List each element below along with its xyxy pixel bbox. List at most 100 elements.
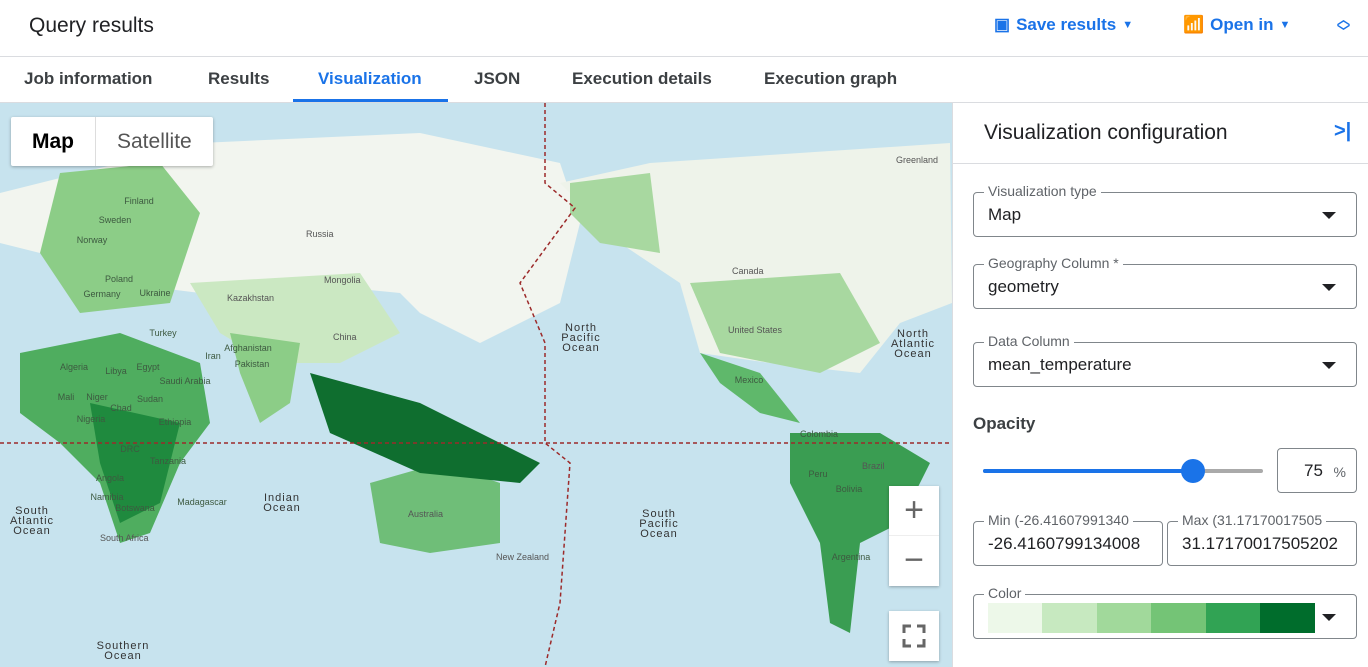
map-label: Botswana bbox=[115, 503, 155, 513]
map-label: Mongolia bbox=[324, 275, 361, 285]
tab-execution-graph[interactable]: Execution graph bbox=[764, 69, 898, 88]
ocean-label: North Pacific Ocean bbox=[561, 322, 601, 354]
field-label: Data Column bbox=[984, 333, 1074, 349]
map-label: Ukraine bbox=[139, 288, 171, 298]
map-label: Tanzania bbox=[149, 456, 187, 466]
map-label: Nigeria bbox=[76, 414, 106, 424]
data-column-select[interactable]: Data Column mean_temperature bbox=[973, 333, 1357, 387]
map-label: Bolivia bbox=[835, 484, 863, 494]
fullscreen-icon bbox=[902, 624, 926, 648]
map-label: Finland bbox=[124, 196, 154, 206]
map-label: Egypt bbox=[136, 362, 160, 372]
map-label: Turkey bbox=[149, 328, 177, 338]
color-swatch bbox=[1206, 603, 1261, 633]
zoom-out-button[interactable]: − bbox=[904, 541, 924, 579]
zoom-control: + − bbox=[889, 486, 939, 586]
fullscreen-button[interactable] bbox=[889, 611, 939, 661]
opacity-slider[interactable] bbox=[983, 459, 1263, 483]
slider-thumb[interactable] bbox=[1181, 459, 1205, 483]
color-swatch bbox=[1260, 603, 1315, 633]
tab-json[interactable]: JSON bbox=[474, 69, 521, 88]
ocean-label: South Pacific Ocean bbox=[639, 508, 679, 540]
map-type-map-button[interactable]: Map bbox=[11, 117, 96, 166]
field-value: geometry bbox=[988, 277, 1059, 296]
map-label: Angola bbox=[95, 473, 125, 483]
tab-job-information[interactable]: Job information bbox=[24, 69, 153, 88]
map-label: Chad bbox=[110, 403, 132, 413]
map-label: New Zealand bbox=[496, 552, 550, 562]
dropdown-arrow-icon bbox=[1322, 212, 1336, 219]
map-canvas[interactable]: Map Satellite Greenland Finland Sweden N… bbox=[0, 103, 952, 667]
map-label: Pakistan bbox=[234, 359, 270, 369]
geography-column-select[interactable]: Geography Column * geometry bbox=[973, 255, 1357, 309]
max-input[interactable]: Max (31.17170017505 31.17170017505202 bbox=[1167, 512, 1357, 566]
chart-icon: 📶 bbox=[1183, 15, 1205, 34]
visualization-type-select[interactable]: Visualization type Map bbox=[973, 183, 1357, 237]
tab-execution-details[interactable]: Execution details bbox=[572, 69, 712, 88]
map-label: Algeria bbox=[59, 362, 89, 372]
collapse-panel-icon[interactable]: >| bbox=[1334, 120, 1352, 142]
map-geography bbox=[0, 103, 952, 667]
map-label: Kazakhstan bbox=[227, 293, 275, 303]
min-input[interactable]: Min (-26.41607991340 -26.4160799134008 bbox=[973, 512, 1163, 566]
caret-icon: ▼ bbox=[1279, 19, 1291, 31]
field-value: 31.17170017505202 bbox=[1182, 534, 1338, 553]
field-value: mean_temperature bbox=[988, 355, 1132, 374]
map-label: Norway bbox=[76, 235, 108, 245]
map-label: Peru bbox=[808, 469, 828, 479]
map-label: Sudan bbox=[136, 394, 164, 404]
map-label: Greenland bbox=[896, 155, 939, 165]
field-value: Map bbox=[988, 205, 1022, 224]
tab-results[interactable]: Results bbox=[208, 69, 270, 88]
slider-fill bbox=[983, 469, 1193, 473]
map-label: Sweden bbox=[98, 215, 132, 225]
map-label: Russia bbox=[306, 229, 334, 239]
ocean-label: North Atlantic Ocean bbox=[890, 328, 936, 360]
map-label: Saudi Arabia bbox=[159, 376, 211, 386]
color-swatch bbox=[1151, 603, 1206, 633]
page-title: Query results bbox=[29, 14, 154, 37]
opacity-label: Opacity bbox=[973, 414, 1036, 433]
tab-visualization[interactable]: Visualization bbox=[318, 69, 422, 88]
map-label: Libya bbox=[105, 366, 127, 376]
opacity-input[interactable]: 75 % bbox=[1277, 448, 1357, 493]
color-swatch bbox=[1097, 603, 1152, 633]
ocean-label: Southern Ocean bbox=[96, 640, 150, 662]
map-label: Poland bbox=[104, 274, 134, 284]
map-label: DRC bbox=[120, 444, 140, 454]
active-tab-indicator bbox=[293, 99, 448, 102]
field-label: Min (-26.41607991340 bbox=[984, 512, 1133, 528]
map-label: Argentina bbox=[831, 552, 871, 562]
map-label: China bbox=[333, 332, 357, 342]
map-label: Colombia bbox=[799, 429, 839, 439]
map-label: Madagascar bbox=[177, 497, 227, 507]
map-label: Germany bbox=[83, 289, 121, 299]
map-label: United States bbox=[728, 325, 783, 335]
dropdown-arrow-icon bbox=[1322, 284, 1336, 291]
save-icon: ▣ bbox=[994, 15, 1011, 34]
ocean-label: Indian Ocean bbox=[263, 492, 301, 514]
dropdown-arrow-icon bbox=[1322, 362, 1336, 369]
color-swatch bbox=[1042, 603, 1097, 633]
map-type-satellite-button[interactable]: Satellite bbox=[117, 130, 192, 153]
field-value: -26.4160799134008 bbox=[988, 534, 1141, 553]
field-label: Geography Column * bbox=[984, 255, 1123, 271]
panel-title: Visualization configuration bbox=[984, 121, 1228, 144]
map-label: Afghanistan bbox=[224, 343, 272, 353]
field-value: 75 bbox=[1304, 461, 1323, 480]
zoom-in-button[interactable]: + bbox=[889, 486, 939, 536]
color-palette-select[interactable]: Color bbox=[973, 585, 1357, 639]
expand-collapse-icon[interactable]: ︿ ﹀ bbox=[1337, 12, 1351, 39]
field-label: Visualization type bbox=[984, 183, 1101, 199]
map-label: Mali bbox=[57, 392, 75, 402]
header: Query results ▣ Save results ▼ 📶 Open in ▼ ︿… bbox=[0, 0, 1368, 57]
map-label: Ethiopia bbox=[158, 417, 192, 427]
map-label: Iran bbox=[205, 351, 221, 361]
open-in-button[interactable]: 📶 Open in ▼ bbox=[1183, 15, 1291, 34]
map-label: Mexico bbox=[734, 375, 764, 385]
tab-bar: Job information Results Visualization JS… bbox=[0, 57, 1368, 103]
unit-label: % bbox=[1333, 464, 1346, 480]
caret-icon: ▼ bbox=[1122, 19, 1134, 31]
color-swatch bbox=[988, 603, 1043, 633]
save-results-button[interactable]: ▣ Save results ▼ bbox=[994, 15, 1134, 34]
